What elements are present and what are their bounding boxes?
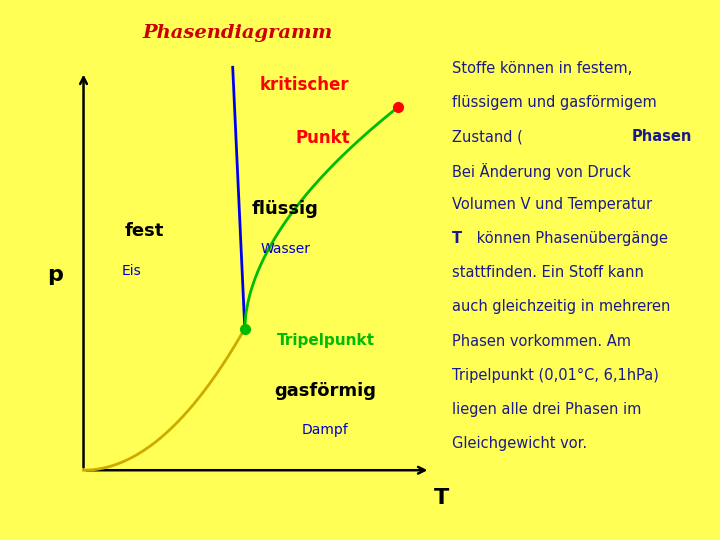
Text: gasförmig: gasförmig [274,382,377,400]
Text: Gleichgewicht vor.: Gleichgewicht vor. [451,436,587,450]
Text: p: p [48,265,63,286]
Text: können Phasenübergänge: können Phasenübergänge [472,232,667,246]
Text: Tripelpunkt (0,01°C, 6,1hPa): Tripelpunkt (0,01°C, 6,1hPa) [451,368,659,382]
Text: Phasen: Phasen [631,130,692,144]
Text: flüssigem und gasförmigem: flüssigem und gasförmigem [451,96,657,110]
Text: Wasser: Wasser [260,242,310,256]
Text: Bei Änderung von Druck: Bei Änderung von Druck [451,164,635,180]
Text: stattfinden. Ein Stoff kann: stattfinden. Ein Stoff kann [451,266,644,280]
Text: flüssig: flüssig [252,200,318,218]
Text: T: T [434,488,449,508]
Text: Zustand (: Zustand ( [451,130,523,144]
Text: T: T [451,232,462,246]
Text: Dampf: Dampf [302,423,348,437]
Text: Stoffe können in festem,: Stoffe können in festem, [451,62,632,76]
Text: Volumen V und Temperatur: Volumen V und Temperatur [451,198,652,212]
Text: Eis: Eis [122,264,142,278]
Text: Phasendiagramm: Phasendiagramm [143,24,333,42]
Text: auch gleichzeitig in mehreren: auch gleichzeitig in mehreren [451,300,670,314]
Text: Tripelpunkt: Tripelpunkt [277,333,375,348]
Text: liegen alle drei Phasen im: liegen alle drei Phasen im [451,402,641,416]
Text: kritischer: kritischer [260,76,350,94]
Text: fest: fest [125,222,163,240]
Text: Phasen vorkommen. Am: Phasen vorkommen. Am [451,334,631,348]
Text: Punkt: Punkt [295,129,350,147]
